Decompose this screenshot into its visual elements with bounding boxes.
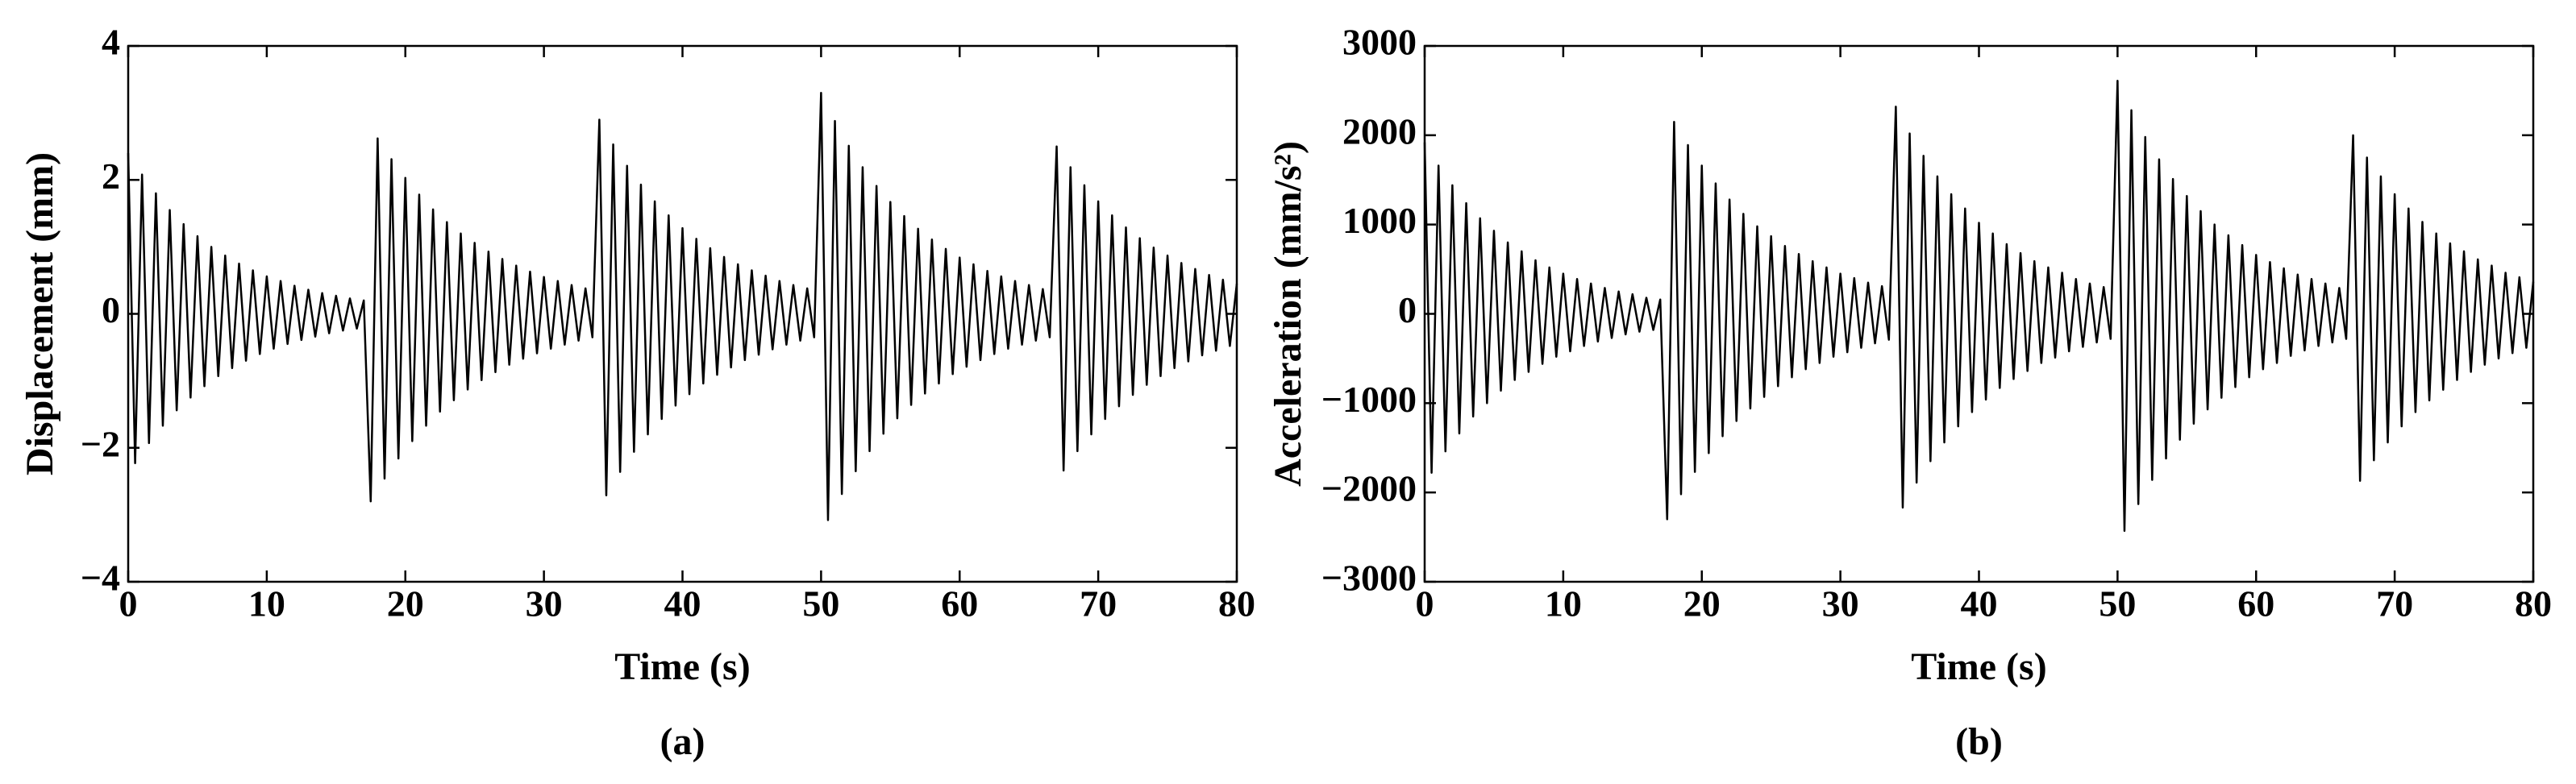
x-axis-label: Time (s) [1911, 645, 2046, 688]
y-axis-label: Displacement (mm) [19, 152, 61, 475]
x-tick-label: 80 [2515, 583, 2552, 624]
y-tick-label: 1000 [1342, 200, 1417, 241]
x-tick-label: 50 [2099, 583, 2136, 624]
x-tick-label: 50 [802, 583, 839, 624]
y-tick-label: 2000 [1342, 110, 1417, 151]
x-tick-label: 30 [1822, 583, 1859, 624]
plot-frame [127, 44, 1238, 583]
caption: (b) [1955, 720, 2003, 763]
x-tick-label: 80 [1218, 583, 1255, 624]
x-tick-label: 10 [1545, 583, 1582, 624]
x-tick-label: 60 [941, 583, 978, 624]
x-tick-label: 40 [1961, 583, 1998, 624]
y-tick-label: 3000 [1342, 22, 1417, 63]
x-tick-label: 20 [1683, 583, 1721, 624]
x-tick-label: 20 [387, 583, 424, 624]
x-axis-label: Time (s) [614, 645, 750, 688]
plot-frame [1423, 44, 2535, 583]
x-tick-label: 0 [119, 583, 138, 624]
x-tick-label: 10 [248, 583, 285, 624]
x-tick-label: 0 [1416, 583, 1434, 624]
y-tick-label: 0 [102, 289, 120, 330]
y-tick-label: −1000 [1321, 379, 1417, 420]
caption: (a) [660, 720, 705, 763]
x-tick-label: 70 [1080, 583, 1117, 624]
y-tick-label: −3000 [1321, 558, 1417, 599]
y-axis-label: Acceleration (mm/s²) [1267, 141, 1309, 487]
x-tick-label: 60 [2237, 583, 2274, 624]
x-tick-label: 30 [526, 583, 563, 624]
y-tick-label: 2 [102, 156, 120, 197]
y-tick-label: −2000 [1321, 468, 1417, 509]
y-tick-label: −4 [81, 558, 120, 599]
x-tick-label: 70 [2376, 583, 2413, 624]
y-tick-label: −2 [81, 423, 120, 464]
x-tick-label: 40 [664, 583, 701, 624]
y-tick-label: 4 [102, 22, 120, 63]
signal-line [127, 91, 1238, 521]
y-tick-label: 0 [1398, 289, 1417, 330]
signal-line [1423, 79, 2535, 533]
